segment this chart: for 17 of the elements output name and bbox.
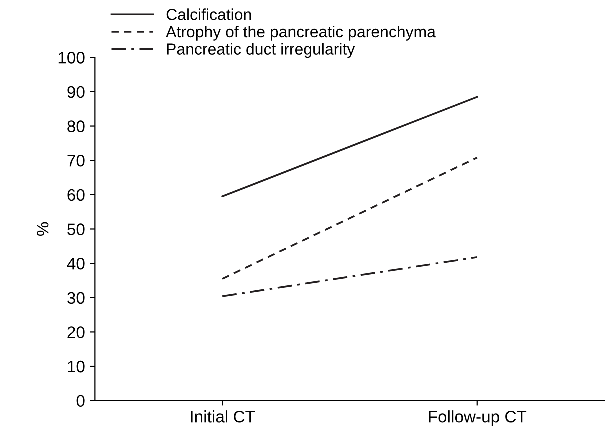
legend-label: Atrophy of the pancreatic parenchyma (166, 26, 436, 41)
y-tick-label: 30 (68, 292, 85, 304)
y-tick-label: 80 (68, 120, 85, 132)
y-tick-label: 70 (68, 155, 85, 167)
y-tick-label: 60 (68, 189, 85, 202)
y-axis-title: % (37, 222, 49, 236)
legend-label: Calcification (166, 8, 252, 20)
legend-label: Pancreatic duct irregularity (167, 43, 356, 58)
y-tick-label: 90 (68, 86, 85, 98)
x-tick-label: Follow-up CT (429, 410, 527, 426)
y-tick-label: 10 (68, 360, 85, 373)
y-tick-label: 0 (76, 395, 85, 408)
y-tick-label: 40 (67, 258, 85, 270)
y-tick-label: 20 (68, 326, 85, 338)
x-tick-label: Initial CT (191, 410, 256, 423)
y-tick-label: 100 (58, 52, 85, 64)
y-tick-label: 50 (68, 224, 85, 236)
